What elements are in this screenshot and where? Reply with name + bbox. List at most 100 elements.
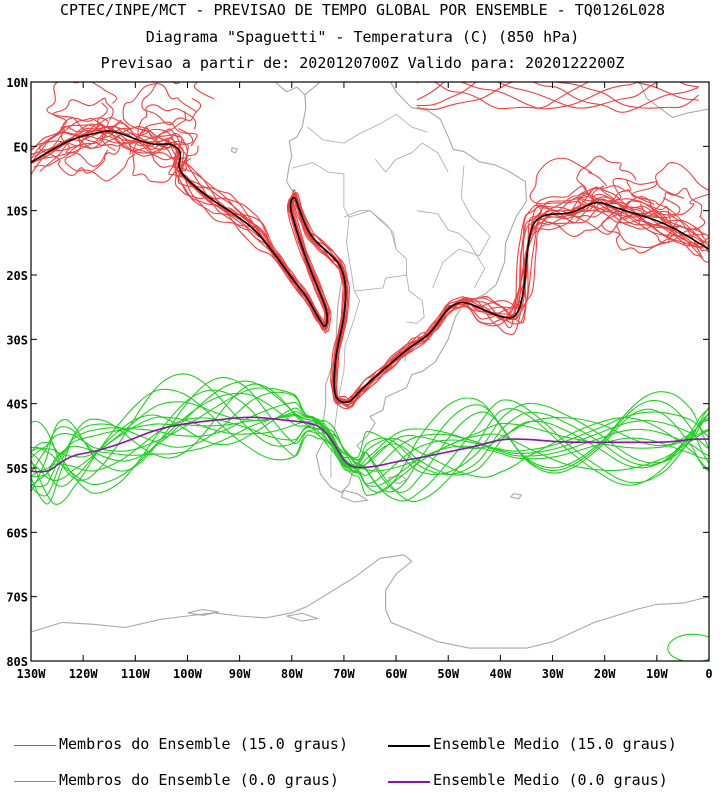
ensemble-member-15-line bbox=[31, 127, 702, 408]
ensemble-member-15-line bbox=[416, 82, 660, 109]
coastline-segment bbox=[31, 554, 709, 649]
ensemble-member-15-loop bbox=[60, 117, 133, 167]
coastline-segment bbox=[318, 68, 355, 79]
ensemble-member-15-loop bbox=[129, 121, 199, 172]
member-0-layer bbox=[31, 373, 709, 661]
ensemble-member-15-line bbox=[31, 125, 709, 410]
lat-tick-label: 10S bbox=[6, 205, 28, 219]
country-border bbox=[406, 274, 425, 324]
ensemble-member-15-line bbox=[416, 82, 699, 113]
country-border bbox=[432, 165, 491, 289]
legend-mean-0-label: Ensemble Medio (0.0 graus) bbox=[433, 771, 668, 789]
ensemble-member-15-line bbox=[31, 125, 704, 403]
country-border bbox=[374, 142, 449, 173]
ensemble-member-15-line bbox=[31, 131, 709, 406]
legend-mean-0-swatch bbox=[388, 781, 430, 783]
member-15-layer bbox=[31, 82, 709, 410]
lon-tick-label: 120W bbox=[69, 667, 99, 681]
legend-mean-15-swatch bbox=[388, 745, 430, 747]
lon-tick-label: 70W bbox=[333, 667, 355, 681]
island-coastline bbox=[231, 147, 238, 154]
country-border bbox=[307, 113, 428, 144]
island-coastline bbox=[187, 608, 219, 616]
ensemble-member-15-line bbox=[31, 125, 707, 404]
lon-tick-label: 30W bbox=[542, 667, 564, 681]
island-coastline bbox=[646, 97, 709, 119]
legend-member-0-swatch bbox=[14, 781, 56, 782]
map-frame bbox=[30, 81, 710, 662]
lon-tick-label: 80W bbox=[281, 667, 303, 681]
coastline-segment bbox=[274, 82, 306, 96]
lon-tick-label: 20W bbox=[594, 667, 616, 681]
ensemble-member-15-line bbox=[39, 122, 709, 401]
legend-mean-15-label: Ensemble Medio (15.0 graus) bbox=[433, 735, 677, 753]
ensemble-member-15-line bbox=[35, 132, 709, 403]
lat-tick-label: 60S bbox=[6, 526, 28, 540]
ensemble-member-15-line bbox=[433, 82, 699, 110]
lon-tick-label: 130W bbox=[17, 667, 47, 681]
ensemble-mean-0-line bbox=[31, 416, 709, 473]
ensemble-member-15-line bbox=[31, 129, 705, 403]
lat-tick-label: 50S bbox=[6, 462, 28, 476]
legend-member-15-label: Membros do Ensemble (15.0 graus) bbox=[59, 735, 348, 753]
lon-tick-label: 50W bbox=[437, 667, 459, 681]
ensemble-member-15-line bbox=[416, 82, 699, 110]
ensemble-member-15-line bbox=[31, 122, 704, 406]
coastline-layer bbox=[31, 68, 709, 649]
ensemble-member-0-line bbox=[31, 416, 709, 485]
ensemble-member-15-loop bbox=[631, 162, 709, 216]
ensemble-member-15-loop bbox=[64, 123, 136, 182]
ensemble-member-0-line bbox=[31, 389, 709, 503]
legend-mean-15: Ensemble Medio (15.0 graus) bbox=[388, 735, 708, 757]
lat-tick-label: 20S bbox=[6, 269, 28, 283]
ensemble-member-15-loop bbox=[569, 185, 655, 235]
ensemble-member-15-loop bbox=[601, 200, 678, 249]
lat-tick-label: EQ bbox=[14, 140, 28, 154]
lat-tick-label: 80S bbox=[6, 655, 28, 669]
ensemble-member-0-line bbox=[31, 417, 709, 487]
ensemble-member-0-line bbox=[31, 415, 709, 478]
ensemble-member-0-line bbox=[31, 407, 709, 487]
lon-tick-label: 10W bbox=[646, 667, 668, 681]
lon-tick-label: 40W bbox=[490, 667, 512, 681]
lon-tick-label: 60W bbox=[385, 667, 407, 681]
ensemble-member-0-line bbox=[31, 388, 709, 505]
ensemble-member-15-loop bbox=[122, 83, 198, 139]
ensemble-mean-15-line bbox=[31, 130, 709, 404]
country-border bbox=[416, 210, 486, 289]
ensemble-member-0-line bbox=[31, 413, 709, 496]
ensemble-member-15-loop bbox=[638, 187, 706, 244]
ensemble-member-0-line bbox=[31, 377, 709, 493]
ensemble-member-15-loop bbox=[46, 82, 118, 133]
lat-tick-label: 30S bbox=[6, 333, 28, 347]
island-coastline bbox=[509, 493, 523, 500]
lon-tick-label: 0 bbox=[705, 667, 712, 681]
legend-mean-0: Ensemble Medio (0.0 graus) bbox=[388, 771, 708, 793]
legend-member-15: Membros do Ensemble (15.0 graus) bbox=[14, 735, 374, 757]
ensemble-member-15-loop bbox=[38, 125, 116, 176]
map-body bbox=[31, 68, 709, 661]
ensemble-member-15-loop bbox=[535, 185, 619, 237]
lat-tick-label: 40S bbox=[6, 398, 28, 412]
ensemble-member-15-line bbox=[33, 116, 709, 405]
legend-member-0: Membros do Ensemble (0.0 graus) bbox=[14, 771, 374, 793]
mean-layer bbox=[31, 130, 709, 473]
island-coastline bbox=[636, 82, 647, 99]
ensemble-member-15-loop bbox=[604, 177, 685, 220]
header-line-2: Diagrama "Spaguetti" - Temperatura (C) (… bbox=[145, 28, 580, 46]
ensemble-member-15-loop bbox=[576, 155, 637, 202]
ensemble-member-15-loop bbox=[132, 130, 192, 183]
island-coastline bbox=[286, 612, 318, 622]
ensemble-member-0-loop bbox=[667, 633, 709, 661]
ensemble-member-15-line bbox=[31, 124, 707, 404]
lon-tick-label: 90W bbox=[229, 667, 251, 681]
lon-tick-label: 110W bbox=[121, 667, 151, 681]
legend-member-15-swatch bbox=[14, 745, 56, 746]
ensemble-member-15-loop bbox=[137, 104, 197, 149]
ensemble-member-0-line bbox=[31, 380, 709, 475]
header-line-1: CPTEC/INPE/MCT - PREVISAO DE TEMPO GLOBA… bbox=[59, 1, 666, 19]
ensemble-member-15-line bbox=[31, 128, 707, 408]
island-coastline bbox=[387, 475, 408, 484]
lat-tick-label: 10N bbox=[6, 76, 28, 90]
